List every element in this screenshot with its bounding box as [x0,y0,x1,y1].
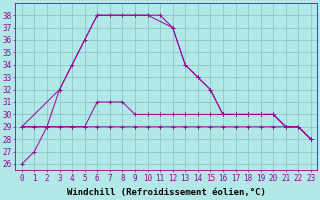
X-axis label: Windchill (Refroidissement éolien,°C): Windchill (Refroidissement éolien,°C) [67,188,266,197]
